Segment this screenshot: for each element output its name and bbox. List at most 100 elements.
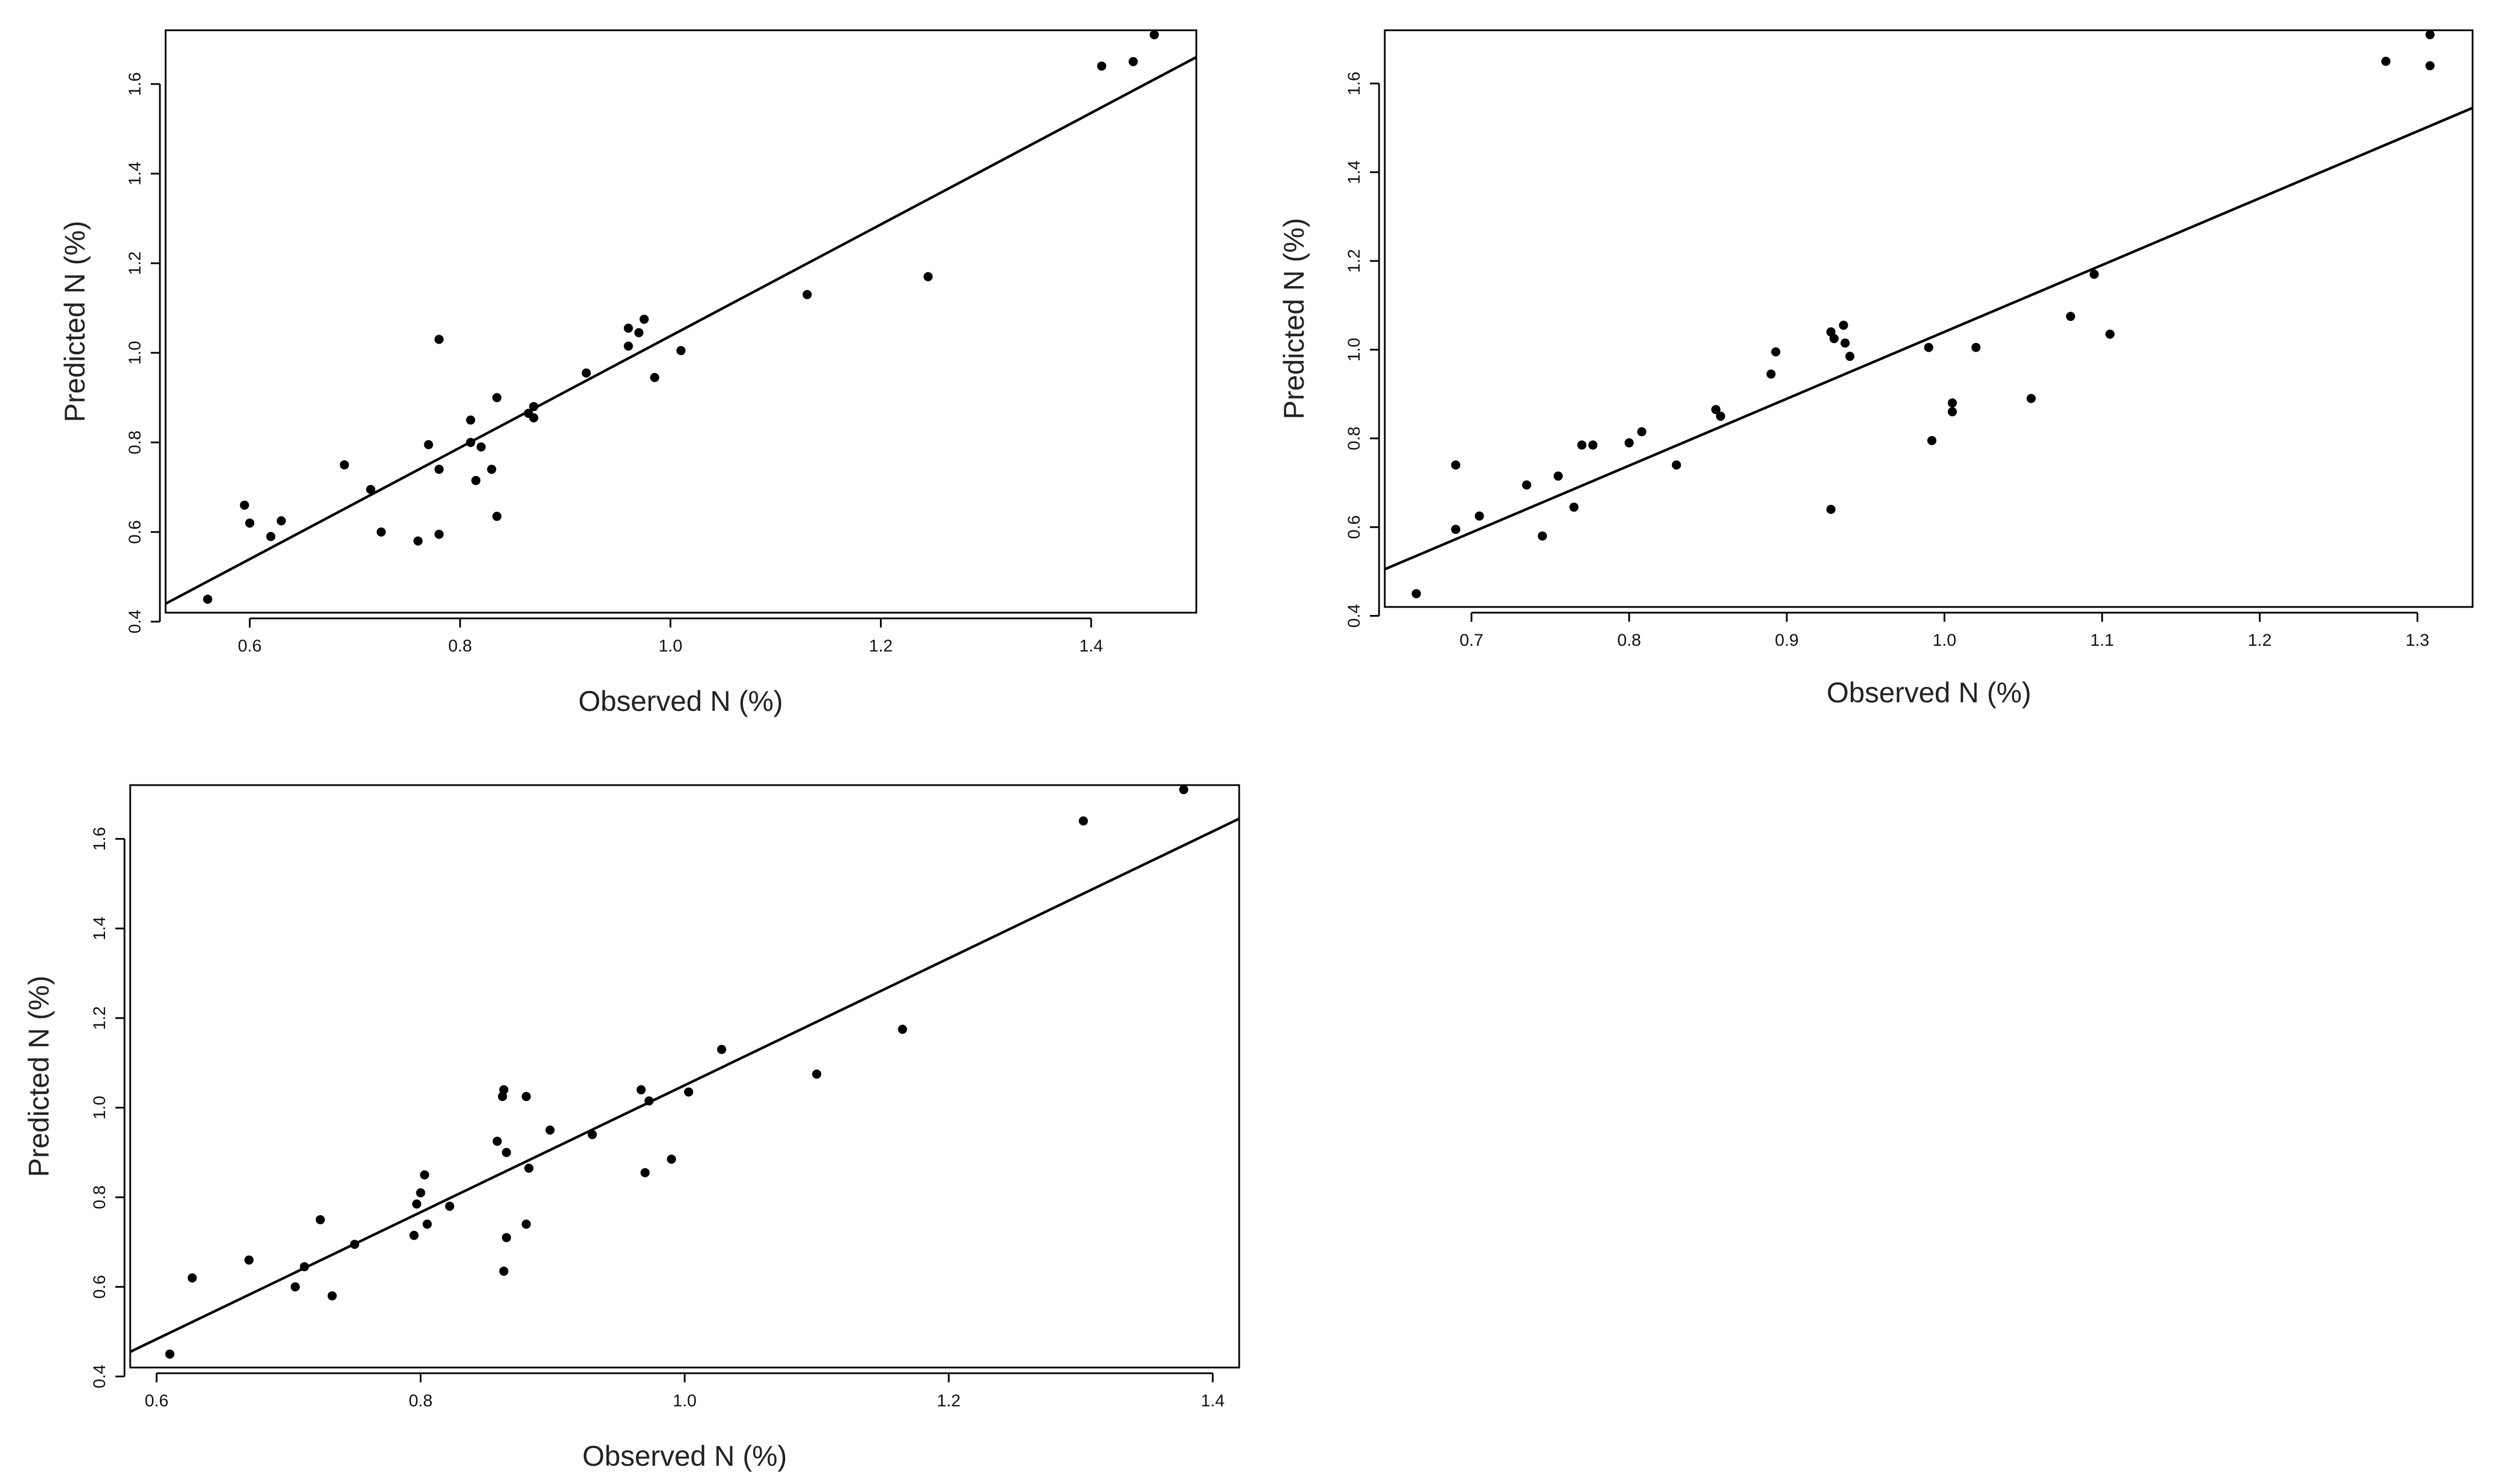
data-point [290,1282,300,1292]
data-point [640,315,649,324]
x-tick-label: 1.2 [2248,631,2272,650]
data-point [1927,436,1937,445]
y-tick-label: 1.6 [1345,71,1364,95]
data-point [1840,338,1850,348]
y-tick-label: 1.2 [1345,249,1364,273]
data-point [1766,369,1776,379]
data-point [434,464,444,474]
data-point [1079,816,1088,826]
x-tick-label: 0.8 [1617,631,1641,650]
data-point [624,341,633,351]
data-point [2381,57,2391,66]
data-point [501,1148,511,1157]
data-point [413,536,423,546]
data-point [340,460,349,470]
data-point [1671,460,1681,470]
y-tick-label: 0.6 [126,520,144,544]
plot-frame [129,784,1240,1369]
data-point [499,1266,509,1276]
data-point [676,346,686,355]
panel-1: 0.6 0.8 1.0 1.2 1.4 0.4 0.6 0.8 1.0 1.2 1.4 1.6 Ob… [59,29,1197,717]
data-point [327,1291,337,1301]
data-point [1128,57,1138,66]
data-point [315,1215,325,1225]
x-tick-label: 0.6 [238,637,262,655]
y-axis-title: Predicted N (%) [1278,218,1310,420]
data-point [1947,398,1957,408]
y-axis-title: Predicted N (%) [23,976,55,1177]
data-marks [1384,30,2473,598]
data-point [350,1240,360,1249]
data-point [1826,505,1836,514]
data-point [423,1219,432,1229]
data-point [1553,471,1563,481]
data-point [1412,589,1421,598]
y-tick-label: 1.4 [90,916,109,940]
data-point [1711,405,1721,415]
data-point [529,413,538,423]
data-point [466,437,476,447]
y-tick-label: 1.0 [90,1096,109,1120]
data-point [1845,352,1855,361]
y-tick-label: 0.4 [1345,604,1364,628]
y-tick-label: 1.0 [1345,338,1364,362]
data-point [1538,531,1548,541]
data-point [545,1125,555,1135]
y-ticks: 0.4 0.6 0.8 1.0 1.2 1.4 1.6 [90,827,126,1389]
y-tick-label: 0.4 [90,1365,109,1389]
data-point [650,373,660,383]
data-point [1577,440,1587,450]
data-point [2026,393,2036,403]
data-point [529,402,538,412]
data-point [1569,502,1579,512]
data-point [501,1233,511,1242]
y-tick-label: 1.2 [126,251,144,275]
data-point [499,1085,509,1095]
regression-line [130,817,1240,1353]
data-point [923,272,933,281]
data-point [487,464,496,474]
data-point [466,415,476,425]
x-tick-label: 0.8 [448,637,472,655]
plot-frame [1384,29,2474,608]
data-point [624,323,633,333]
data-point [434,529,444,539]
data-point [1716,411,1726,421]
data-point [1474,511,1484,521]
data-point [1947,407,1957,417]
data-point [1924,343,1934,352]
data-point [244,1255,254,1265]
data-point [492,393,502,403]
y-tick-label: 0.6 [1345,515,1364,539]
data-point [424,440,433,449]
data-point [2089,270,2099,279]
data-point [588,1130,597,1139]
y-tick-label: 0.8 [90,1185,109,1209]
x-tick-label: 0.9 [1775,631,1799,650]
data-point [640,1168,650,1177]
data-point [245,518,255,528]
data-point [416,1188,425,1197]
y-tick-label: 0.8 [1345,427,1364,451]
x-ticks: 0.6 0.8 1.0 1.2 1.4 [238,617,1103,655]
data-point [1624,438,1634,448]
data-point [802,289,812,299]
data-point [2065,312,2075,321]
x-tick-label: 1.0 [658,637,682,655]
y-tick-label: 1.4 [126,162,144,186]
data-point [684,1087,693,1097]
x-tick-label: 1.0 [1932,631,1956,650]
data-point [471,476,481,485]
data-point [203,594,212,604]
y-tick-label: 1.2 [90,1006,109,1030]
data-point [1097,61,1107,71]
data-point [187,1273,197,1283]
data-point [521,1092,531,1101]
x-ticks: 0.6 0.8 1.0 1.2 1.4 [144,1372,1225,1410]
x-tick-label: 1.4 [1079,637,1103,655]
data-point [717,1044,726,1054]
data-point [1451,460,1461,470]
data-point [266,532,276,541]
data-point [412,1199,421,1209]
